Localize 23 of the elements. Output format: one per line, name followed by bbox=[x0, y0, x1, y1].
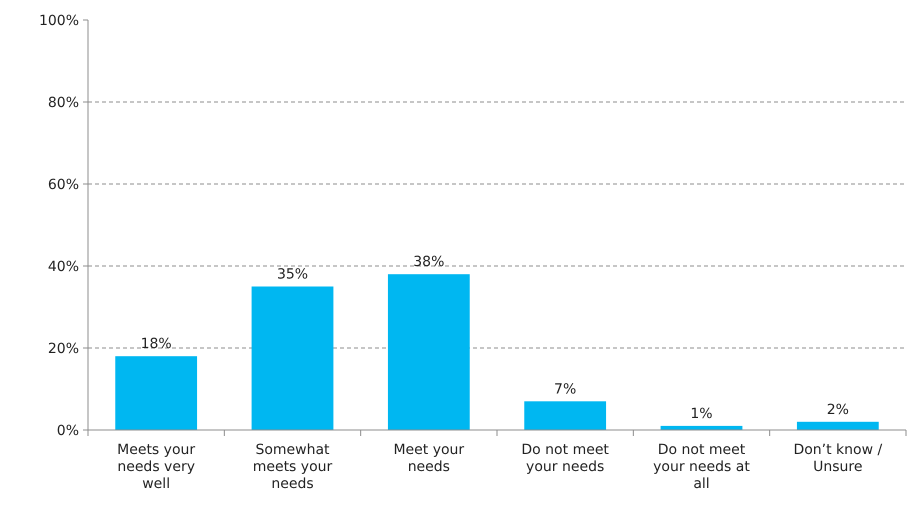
x-tick-label: Meets your needs very well bbox=[117, 442, 196, 492]
bar bbox=[388, 274, 470, 430]
bar bbox=[796, 422, 879, 430]
data-label: 2% bbox=[826, 402, 849, 418]
bar bbox=[252, 286, 334, 430]
y-tick-label: 60% bbox=[48, 176, 79, 193]
data-label: 7% bbox=[554, 381, 576, 398]
y-tick-label: 20% bbox=[48, 340, 79, 357]
data-label: 38% bbox=[413, 254, 444, 270]
data-label: 35% bbox=[276, 266, 308, 282]
bar bbox=[524, 401, 606, 430]
data-label: 1% bbox=[690, 406, 713, 422]
x-tick-label: Somewhat meets your needs bbox=[252, 442, 333, 492]
x-tick-label: Meet your needs bbox=[393, 442, 464, 475]
x-tick-label: Do not meet your needs at all bbox=[653, 442, 750, 492]
x-tick-label: Don’t know / Unsure bbox=[793, 442, 882, 475]
bar bbox=[115, 356, 198, 430]
y-tick-label: 100% bbox=[38, 12, 79, 29]
data-label: 18% bbox=[140, 336, 172, 352]
x-tick-label: Do not meet your needs bbox=[521, 442, 610, 475]
y-tick-label: 0% bbox=[56, 422, 79, 439]
y-tick-label: 40% bbox=[48, 258, 79, 275]
y-tick-label: 80% bbox=[48, 94, 79, 111]
